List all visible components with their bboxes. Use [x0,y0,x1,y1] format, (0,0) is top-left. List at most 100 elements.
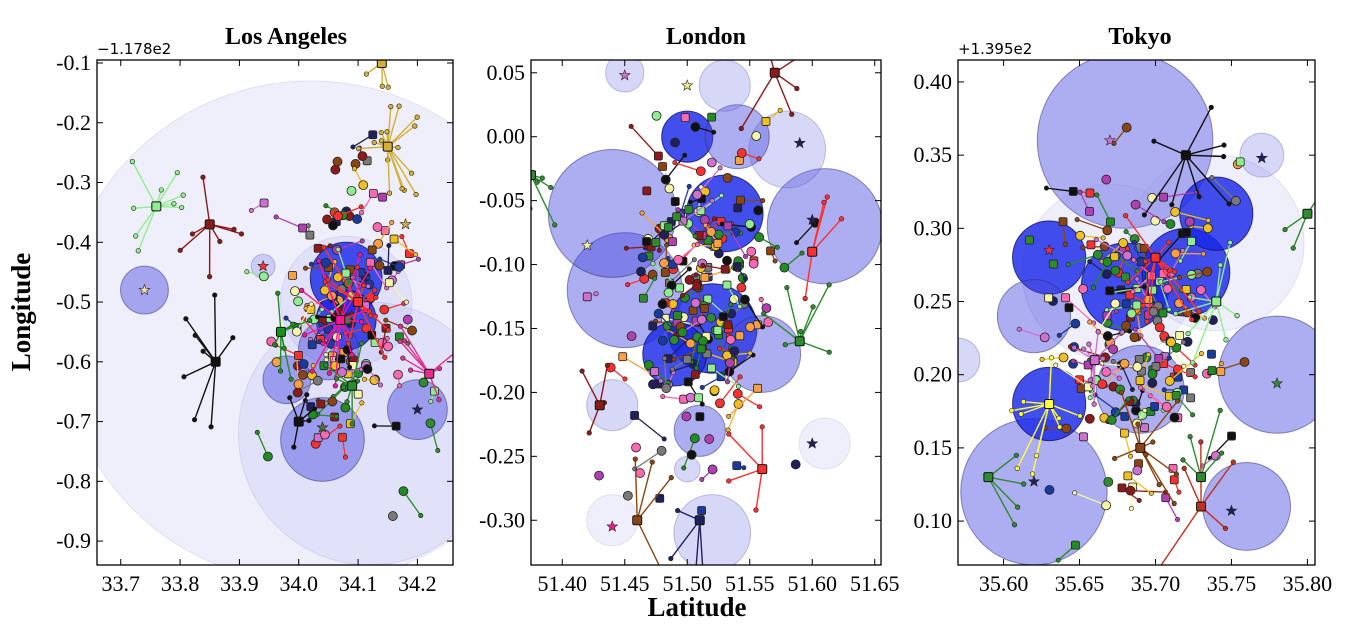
hub-link [799,284,830,342]
y-axis-label: Longitude [6,253,36,372]
hub-leaf [1185,330,1191,337]
leaf-point [1176,489,1182,495]
center-marker [1120,272,1130,282]
center-marker [696,344,706,354]
hub-leaf [376,23,381,28]
hub-leaf [1077,413,1083,419]
center-marker [1135,376,1145,385]
hub-leaf [200,174,206,180]
user-point [1122,250,1133,261]
center-marker [365,258,375,267]
leaf-point [681,465,687,471]
hub-link [387,146,403,189]
star-marker [793,136,806,149]
user-point [695,166,706,177]
y-tick-label: -0.05 [479,188,525,213]
hub-leaf [325,277,331,283]
center-marker [683,377,693,387]
hub-leaf [379,83,385,89]
hub-marker [1302,208,1313,219]
hub-leaf [1125,279,1131,285]
center-marker [684,205,694,214]
hub-leaf [1227,240,1233,246]
leaf-point [365,275,371,281]
user-point [660,174,671,185]
center-marker [1044,293,1054,303]
leaf-point [1176,275,1182,281]
hub-leaf [180,192,186,198]
leaf-point [1192,374,1198,380]
hub-leaf [396,103,402,109]
hub-leaf [385,327,391,333]
hub-leaf [1198,439,1204,445]
link-line [402,490,422,516]
leaf-point [1198,351,1204,357]
leaf-point [593,291,599,297]
hub-link [599,365,609,406]
leaf-point [1074,217,1080,223]
hub-marker [1211,296,1222,307]
hub-leaf [281,345,287,351]
hub-leaf [1223,337,1229,343]
leaf-point [679,293,685,299]
hub-leaf [1217,407,1223,413]
user-point [1150,215,1161,226]
hub-leaf [395,144,401,151]
user-point [1132,362,1143,372]
center-marker [1216,367,1226,376]
leaf-point [1123,229,1129,235]
hub-leaf [363,71,369,77]
hub-link [202,177,211,225]
center-marker [690,370,700,379]
user-point [1110,407,1121,417]
hub-leaf [189,231,196,237]
hub-leaf [1221,142,1227,148]
hub-leaf [1332,171,1337,176]
center-marker [1207,366,1217,375]
hub-leaf [1100,355,1106,362]
hub-leaf [782,342,788,348]
coverage-circle [698,60,751,112]
leaf-point [682,152,688,158]
center-marker [660,268,670,278]
hub-link [210,361,217,427]
ticks: 33.7 33.8 33.9 34.0 34.1 34.2 -0.1 -0.2 -0.3 -0.4… [56,50,453,596]
hub-link [1139,447,1177,475]
hub-leaf [1180,457,1186,463]
link-line [1101,363,1138,368]
user-point [698,336,708,346]
center-marker [753,383,763,393]
coverage-circle [661,110,714,163]
hub-link [1306,201,1315,215]
hub-leaf [1081,346,1087,352]
hub-leaf [378,129,384,136]
hub-leaf [345,341,352,347]
y-tick-label: -0.20 [479,379,525,404]
leaf-point [1016,326,1022,332]
user-point [1075,230,1086,241]
user-point [292,387,303,398]
hub-link [351,343,363,386]
leaf-point [361,376,367,382]
leaf-point [700,262,706,268]
leaf-point [335,246,341,252]
star-marker [411,403,424,415]
leaf-point [724,379,730,385]
hub-leaf [171,201,177,207]
hub-leaf [1174,398,1181,404]
hub-leaf [1196,308,1202,314]
leaf-point [273,214,279,220]
link-line [1065,297,1095,324]
hub-link [1192,301,1217,364]
leaf-point [669,326,675,332]
user-point [1130,199,1141,210]
center-marker [668,237,677,247]
x-axis-label: Latitude [647,592,746,622]
panel-london: London 51.40 51.45 51.50 51.55 51.60 51.65 0.0… [479,24,899,596]
y-offset-label: −1.178e2 [97,40,171,58]
user-point [327,396,338,407]
leaf-point [323,203,329,209]
leaf-point [662,355,668,361]
hub-marker [983,472,994,483]
hub-leaf [1020,399,1027,405]
